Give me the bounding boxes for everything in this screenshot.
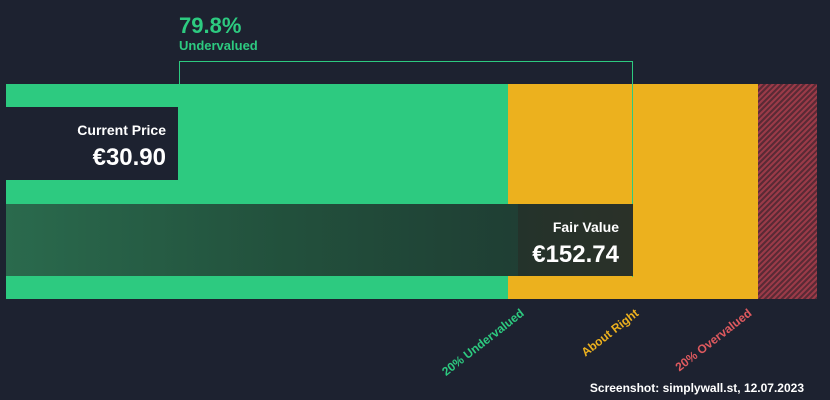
undervalued-zone-label: 20% Undervalued [439,306,527,379]
current-price-label: Current Price [77,122,166,138]
discount-bracket [179,61,633,277]
fair-value-bar: Fair Value €152.74 [6,204,633,276]
current-price-value: €30.90 [92,144,166,171]
current-price-panel: Current Price €30.90 [6,107,178,180]
discount-status: Undervalued [179,38,258,53]
overvalued-zone-label: 20% Overvalued [672,306,755,375]
fair-value-value: €152.74 [532,241,619,268]
overvalued-zone [758,84,817,299]
about-right-zone-label: About Right [578,306,642,360]
fair-value-panel: Fair Value €152.74 [518,204,633,276]
fair-value-label: Fair Value [552,219,619,235]
screenshot-caption: Screenshot: simplywall.st, 12.07.2023 [589,381,804,395]
discount-percent: 79.8% [179,13,242,38]
